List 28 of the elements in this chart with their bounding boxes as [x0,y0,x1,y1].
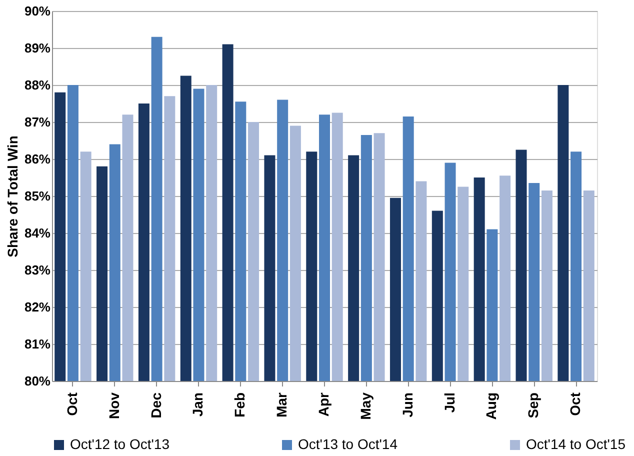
x-tick-label: Oct [64,392,80,416]
x-tick-label: Sep [525,392,542,418]
x-tick-label: Apr [316,392,332,417]
legend-label: Oct'13 to Oct'14 [298,436,398,452]
x-tick-label: Aug [483,392,500,420]
x-tick-label: Feb [232,392,248,418]
y-tick-label: 87% [24,114,51,130]
y-tick-label: 80% [24,374,51,388]
y-tick-label: 88% [24,78,51,92]
y-tick-label: 90% [24,4,51,18]
x-tick-label: Oct [567,392,584,416]
y-tick-label: 81% [24,336,51,352]
legend-label: Oct'12 to Oct'13 [70,436,170,452]
x-tick-label: Jan [190,392,206,417]
y-tick-label: 85% [24,188,51,204]
x-tick-label: Nov [106,392,122,419]
legend-label: Oct'14 to Oct'15 [526,436,626,452]
y-tick-label: 82% [24,300,51,314]
x-tick-label: Dec [148,392,164,418]
y-tick-label: 84% [24,226,51,240]
y-tick-label: 83% [24,262,51,278]
y-axis-title: Share of Total Win [4,136,20,258]
y-tick-label: 86% [24,152,51,166]
y-tick-label: 89% [24,40,51,56]
x-tick-label: May [357,392,374,420]
x-tick-label: Jul [441,392,458,413]
x-tick-label: Mar [274,392,290,418]
x-tick-label: Jun [399,392,416,418]
